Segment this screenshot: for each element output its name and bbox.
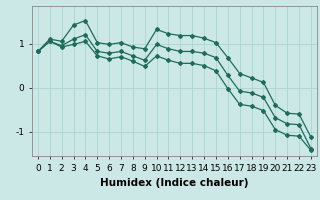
X-axis label: Humidex (Indice chaleur): Humidex (Indice chaleur) <box>100 178 249 188</box>
